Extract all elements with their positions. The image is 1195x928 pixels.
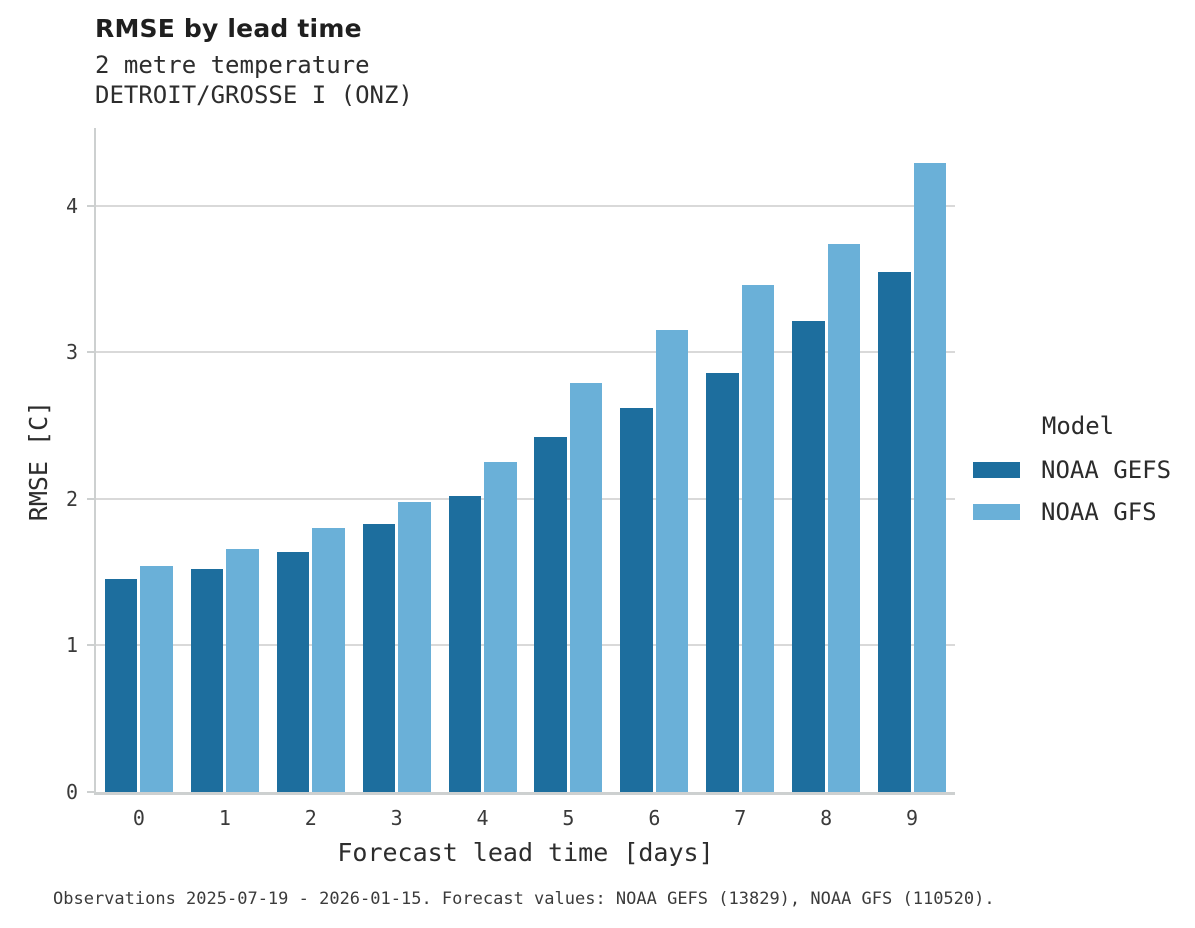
y-tick-2 <box>86 497 94 500</box>
plot-area: RMSE [C] Forecast lead time [days] 0 1 2 3 4… <box>24 128 955 867</box>
bar-noaa-gefs-lead-1 <box>190 569 224 792</box>
bar-noaa-gefs-lead-3 <box>362 523 396 792</box>
y-axis-line <box>93 128 96 795</box>
legend-label-1: NOAA GFS <box>1041 498 1157 526</box>
x-tick-label-1: 1 <box>218 806 231 830</box>
bar-noaa-gefs-lead-0 <box>104 579 138 792</box>
bar-noaa-gfs-lead-2 <box>312 528 345 792</box>
legend-item-noaa-gefs: NOAA GEFS <box>973 458 1183 482</box>
bar-noaa-gefs-lead-6 <box>620 407 653 792</box>
footer-caption: Observations 2025-07-19 - 2026-01-15. Fo… <box>53 889 995 909</box>
gridline-y-2 <box>96 497 955 500</box>
x-tick-label-6: 6 <box>648 806 661 830</box>
bar-noaa-gfs-lead-7 <box>741 284 775 792</box>
y-tick-4 <box>86 204 94 207</box>
y-tick-label-4: 4 <box>65 193 78 218</box>
x-tick-label-7: 7 <box>734 806 747 830</box>
legend-swatch-0 <box>973 462 1020 478</box>
legend-item-noaa-gfs: NOAA GFS <box>973 500 1183 524</box>
gridline-y-1 <box>96 644 955 647</box>
x-axis-line <box>93 792 955 795</box>
bar-noaa-gefs-lead-2 <box>276 551 310 792</box>
bar-noaa-gfs-lead-1 <box>226 548 259 792</box>
y-tick-label-0: 0 <box>65 780 78 804</box>
y-tick-3 <box>86 351 94 354</box>
bar-noaa-gfs-lead-9 <box>913 163 947 792</box>
y-tick-0 <box>86 791 94 793</box>
legend: Model NOAA GEFS NOAA GFS <box>973 412 1183 524</box>
y-tick-label-1: 1 <box>65 633 78 658</box>
y-tick-1 <box>86 644 94 647</box>
bar-noaa-gefs-lead-9 <box>878 271 911 792</box>
x-tick-label-0: 0 <box>132 806 145 830</box>
x-tick-label-3: 3 <box>390 806 403 830</box>
chart-subtitle: 2 metre temperature DETROIT/GROSSE I (ON… <box>95 50 413 110</box>
chart-title: RMSE by lead time <box>95 14 362 43</box>
chart-subtitle-line-2: DETROIT/GROSSE I (ONZ) <box>95 81 413 109</box>
y-axis-title: RMSE [C] <box>24 400 53 522</box>
bar-noaa-gefs-lead-4 <box>448 495 482 792</box>
bar-noaa-gefs-lead-7 <box>706 372 739 792</box>
gridline-y-4 <box>96 204 955 207</box>
bar-noaa-gfs-lead-0 <box>140 566 173 792</box>
chart-header: RMSE by lead time 2 metre temperature DE… <box>95 12 413 110</box>
legend-label-0: NOAA GEFS <box>1041 456 1172 484</box>
x-tick-label-8: 8 <box>820 806 833 830</box>
y-tick-label-2: 2 <box>65 486 78 511</box>
x-axis-title: Forecast lead time [days] <box>337 838 714 867</box>
bar-noaa-gfs-lead-8 <box>827 243 861 792</box>
x-tick-label-4: 4 <box>476 806 489 830</box>
legend-title: Model <box>1041 412 1115 440</box>
bar-noaa-gfs-lead-6 <box>655 330 689 792</box>
bar-noaa-gfs-lead-3 <box>398 501 431 792</box>
x-tick-label-5: 5 <box>562 806 575 830</box>
x-tick-label-2: 2 <box>304 806 317 830</box>
gridline-y-3 <box>96 351 955 354</box>
bar-noaa-gefs-lead-8 <box>792 321 825 792</box>
bar-noaa-gfs-lead-4 <box>484 462 517 792</box>
bar-noaa-gefs-lead-5 <box>534 437 567 792</box>
x-tick-label-9: 9 <box>906 806 919 830</box>
bar-noaa-gfs-lead-5 <box>569 383 603 792</box>
y-tick-label-3: 3 <box>65 340 78 365</box>
chart-subtitle-line-1: 2 metre temperature <box>95 51 370 79</box>
legend-swatch-1 <box>973 504 1020 520</box>
